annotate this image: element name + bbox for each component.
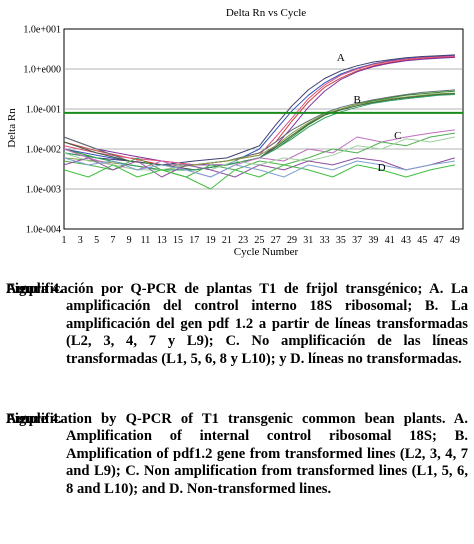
- x-tick-label: 29: [287, 235, 297, 246]
- caption-text-spanish: Amplificación por Q-PCR de plantas T1 de…: [6, 281, 468, 367]
- x-tick-label: 1: [62, 235, 67, 246]
- annotation-a: A: [337, 52, 345, 64]
- x-tick-label: 25: [254, 235, 264, 246]
- x-tick-label: 7: [110, 235, 115, 246]
- y-tick-label: 1.0e-004: [26, 225, 61, 236]
- series-line-d-15: [63, 164, 455, 190]
- caption-label-english: Figure 4.: [6, 411, 62, 427]
- x-tick-label: 45: [417, 235, 427, 246]
- annotation-d: D: [378, 162, 386, 174]
- y-axis-label: Delta Rn: [6, 108, 18, 148]
- x-tick-label: 15: [173, 235, 183, 246]
- x-tick-label: 21: [222, 235, 232, 246]
- caption-text-english: Amplification by Q-PCR of T1 transgenic …: [6, 411, 468, 497]
- x-tick-label: 9: [127, 235, 132, 246]
- x-tick-label: 49: [450, 235, 460, 246]
- x-tick-label: 43: [401, 235, 411, 246]
- x-tick-label: 13: [157, 235, 167, 246]
- x-tick-label: 23: [238, 235, 248, 246]
- x-tick-label: 17: [189, 235, 199, 246]
- x-axis-label: Cycle Number: [234, 246, 299, 258]
- y-tick-label: 1.0+e000: [23, 65, 61, 76]
- chart-title: Delta Rn vs Cycle: [226, 7, 306, 19]
- series-line-d-14: [63, 157, 456, 178]
- y-tick-label: 1.0e+001: [23, 25, 61, 36]
- x-tick-label: 31: [303, 235, 313, 246]
- series-line-c-12: [63, 132, 455, 178]
- x-tick-label: 37: [352, 235, 362, 246]
- series-line-d-16: [63, 157, 455, 178]
- plot-area: 1.0e+001 1.0+e000 1.0e-001 1.0e-002 1.0e-003…: [23, 25, 464, 246]
- y-tick-label: 1.0e-003: [26, 185, 61, 196]
- x-tick-label: 11: [141, 235, 151, 246]
- x-tick-label: 35: [336, 235, 346, 246]
- x-tick-label: 33: [320, 235, 330, 246]
- x-tick-label: 27: [271, 235, 281, 246]
- qpcr-chart: Delta Rn vs Cycle Delta Rn Cycle Number …: [6, 7, 464, 258]
- annotation-c: C: [394, 130, 401, 142]
- x-tick-label: 5: [94, 235, 99, 246]
- x-tick-label: 39: [368, 235, 378, 246]
- x-tick-label: 3: [78, 235, 83, 246]
- figure-caption-english: Figure 4. Amplification by Q-PCR of T1 t…: [6, 411, 468, 498]
- y-tick-label: 1.0e-001: [26, 105, 61, 116]
- figure-caption-spanish: Figura 4. Amplificación por Q-PCR de pla…: [6, 281, 468, 368]
- x-tick-label: 41: [385, 235, 395, 246]
- x-tick-label: 47: [434, 235, 444, 246]
- annotation-b: B: [353, 94, 360, 106]
- caption-label-spanish: Figura 4.: [6, 281, 63, 297]
- y-tick-label: 1.0e-002: [26, 145, 61, 156]
- x-tick-label: 19: [206, 235, 216, 246]
